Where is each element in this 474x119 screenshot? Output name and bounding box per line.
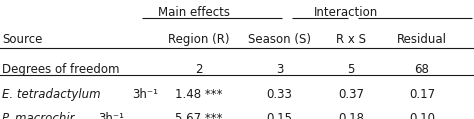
Text: 0.33: 0.33: [267, 88, 292, 101]
Text: Main effects: Main effects: [158, 6, 230, 19]
Text: 3h⁻¹: 3h⁻¹: [132, 88, 158, 101]
Text: 5.67 ***: 5.67 ***: [175, 112, 223, 119]
Text: R x S: R x S: [336, 33, 366, 46]
Text: 3h⁻¹: 3h⁻¹: [98, 112, 124, 119]
Text: Degrees of freedom: Degrees of freedom: [2, 63, 120, 76]
Text: Region (R): Region (R): [168, 33, 230, 46]
Text: 0.17: 0.17: [409, 88, 435, 101]
Text: 0.18: 0.18: [338, 112, 364, 119]
Text: E. tetradactylum: E. tetradactylum: [2, 88, 101, 101]
Text: Source: Source: [2, 33, 43, 46]
Text: 3: 3: [276, 63, 283, 76]
Text: 0.15: 0.15: [267, 112, 292, 119]
Text: 0.37: 0.37: [338, 88, 364, 101]
Text: 0.10: 0.10: [409, 112, 435, 119]
Text: P. macrochir: P. macrochir: [2, 112, 75, 119]
Text: 2: 2: [195, 63, 203, 76]
Text: Interaction: Interaction: [314, 6, 378, 19]
Text: Season (S): Season (S): [248, 33, 311, 46]
Text: 5: 5: [347, 63, 355, 76]
Text: 68: 68: [414, 63, 429, 76]
Text: 1.48 ***: 1.48 ***: [175, 88, 223, 101]
Text: Residual: Residual: [397, 33, 447, 46]
